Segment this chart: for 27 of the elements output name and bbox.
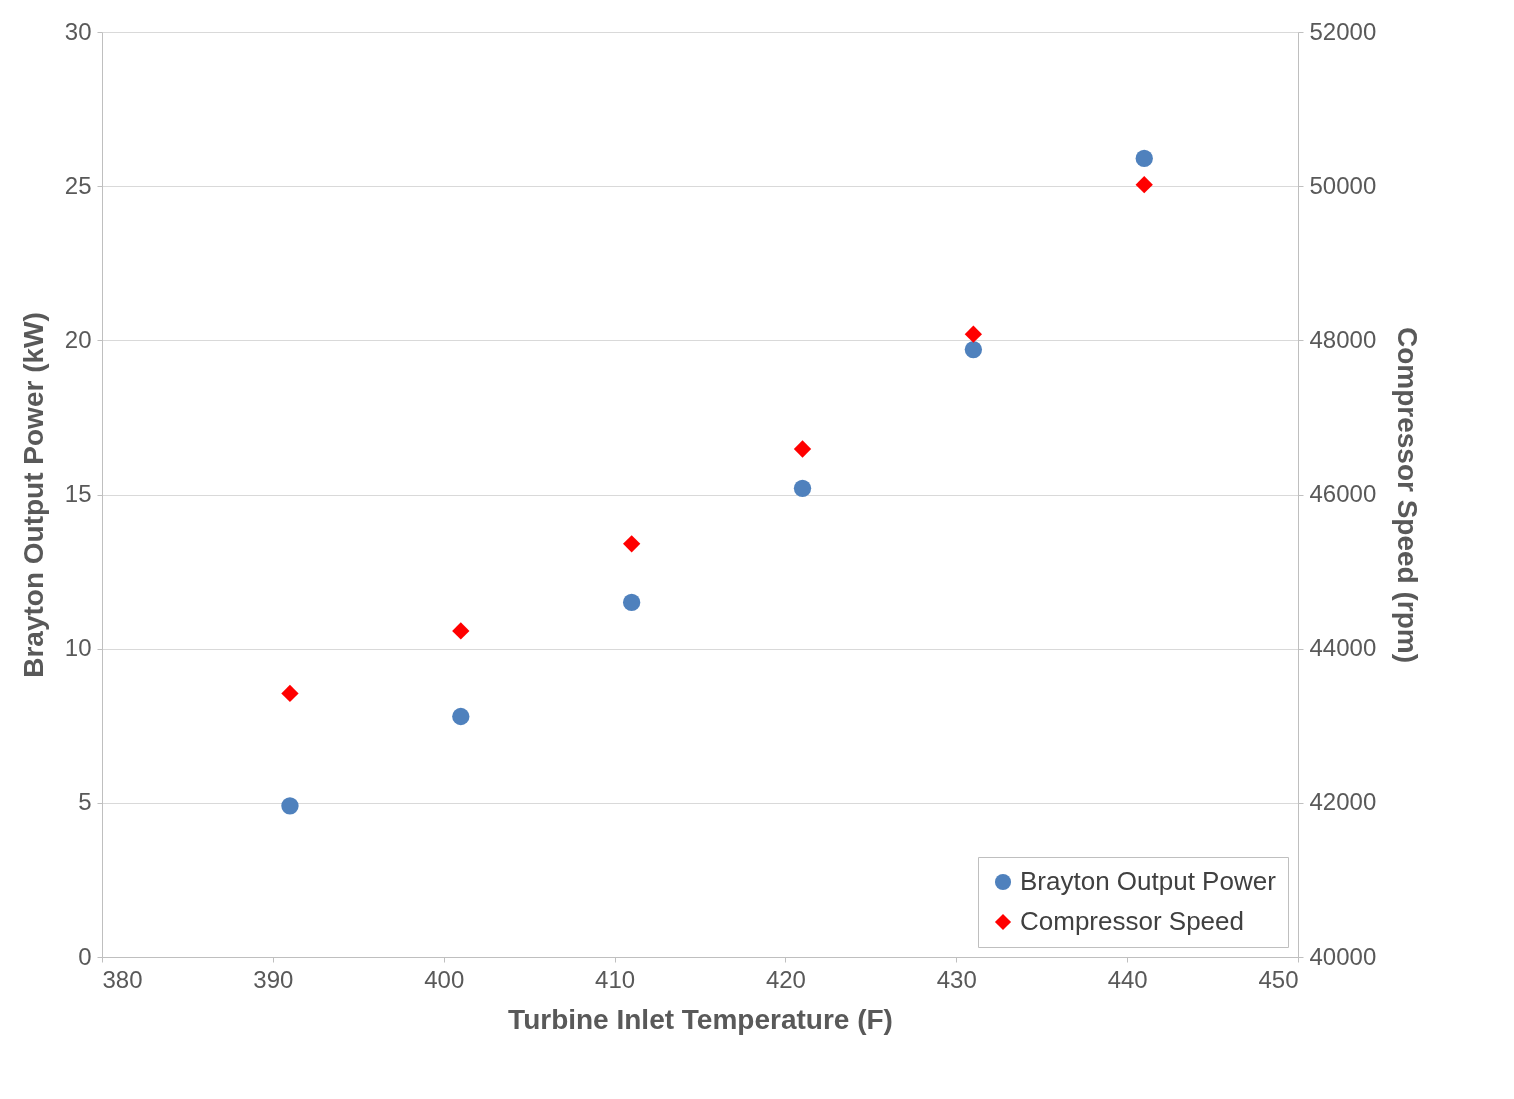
- x-tick-label: 450: [1258, 965, 1299, 993]
- y2-tick-label: 44000: [1309, 634, 1377, 662]
- y-tick-label: 30: [64, 17, 92, 45]
- y-tick-label: 20: [64, 325, 92, 353]
- y-tick-label: 0: [78, 942, 92, 970]
- x-tick-label: 420: [765, 965, 806, 993]
- legend-label: Compressor Speed: [1020, 906, 1244, 936]
- y2-axis-title: Compressor Speed (rpm): [1392, 326, 1424, 664]
- x-tick-label: 400: [424, 965, 465, 993]
- x-axis-title: Turbine Inlet Temperature (F): [508, 1003, 893, 1035]
- y2-tick-label: 42000: [1309, 788, 1377, 816]
- x-tick-label: 380: [102, 965, 143, 993]
- y-tick-label: 10: [64, 634, 92, 662]
- legend-label: Brayton Output Power: [1020, 866, 1277, 896]
- y2-tick-label: 50000: [1309, 171, 1377, 199]
- x-tick-label: 430: [936, 965, 977, 993]
- y-tick-label: 25: [64, 171, 92, 199]
- y2-tick-label: 40000: [1309, 942, 1377, 970]
- y-tick-label: 5: [78, 788, 92, 816]
- x-tick-label: 440: [1107, 965, 1148, 993]
- y2-tick-label: 48000: [1309, 325, 1377, 353]
- y-axis-title: Brayton Output Power (kW): [17, 312, 49, 678]
- y2-tick-label: 46000: [1309, 480, 1377, 507]
- x-tick-label: 390: [253, 965, 294, 993]
- x-tick-label: 410: [595, 965, 636, 993]
- y2-tick-label: 52000: [1309, 17, 1377, 45]
- y-tick-label: 15: [64, 480, 92, 507]
